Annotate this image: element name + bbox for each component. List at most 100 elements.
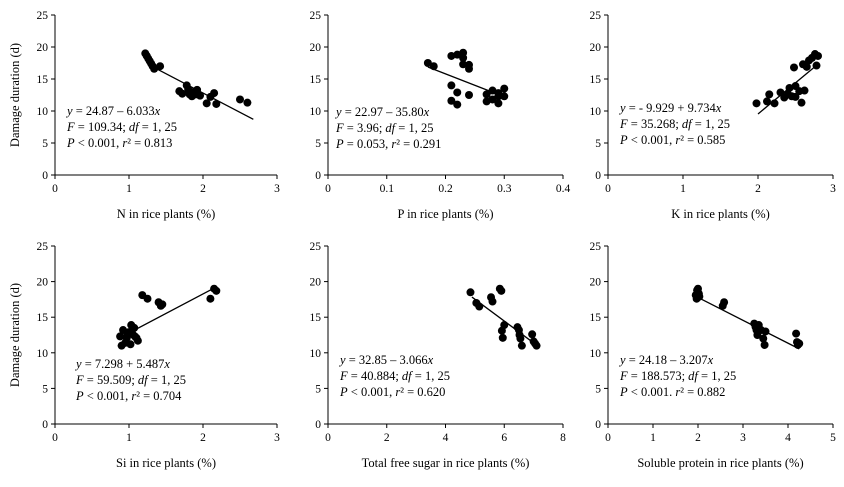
data-point bbox=[156, 62, 165, 71]
regression-line bbox=[695, 295, 800, 350]
y-tick-label: 20 bbox=[310, 42, 322, 54]
y-tick-label: 0 bbox=[595, 170, 601, 182]
data-point bbox=[494, 89, 503, 98]
scatter-panel-4: 0 5 10 15 20 25 0 1 2 3 Si in rice plants (%) Damag… bbox=[8, 241, 280, 470]
scatter-panel-5: 0 5 10 15 20 25 0 2 4 6 8 Total free sugar in rice … bbox=[310, 241, 567, 470]
y-tick-label: 0 bbox=[42, 419, 48, 431]
x-axis-label: Si in rice plants (%) bbox=[116, 456, 216, 470]
data-point bbox=[770, 99, 779, 108]
scatter-panel-2: 0 5 10 15 20 25 0 0.1 0.2 0.3 0.4 P in rice plants … bbox=[310, 10, 571, 221]
regression-annotation: P < 0.001. r² = 0.882 bbox=[619, 385, 725, 399]
y-tick-label: 5 bbox=[315, 383, 321, 395]
data-point bbox=[243, 98, 252, 107]
x-tick-label: 2 bbox=[384, 432, 390, 444]
regression-annotation: y = 22.97 – 35.80x bbox=[334, 105, 430, 119]
data-point bbox=[475, 302, 484, 311]
data-point bbox=[488, 95, 497, 104]
data-point bbox=[423, 59, 432, 67]
data-point bbox=[143, 294, 152, 303]
data-point bbox=[812, 61, 821, 70]
data-point bbox=[453, 100, 462, 109]
regression-line bbox=[757, 66, 815, 115]
regression-annotation: y = 7.298 + 5.487x bbox=[74, 357, 170, 371]
y-tick-label: 20 bbox=[590, 42, 602, 54]
regression-annotation: y = 24.18 – 3.207x bbox=[618, 353, 714, 367]
y-tick-label: 15 bbox=[310, 312, 322, 324]
x-tick-label: 0 bbox=[325, 183, 331, 195]
data-point bbox=[126, 340, 135, 349]
data-point bbox=[497, 286, 506, 295]
x-tick-label: 0 bbox=[605, 183, 611, 195]
data-point bbox=[116, 332, 125, 341]
data-point bbox=[178, 89, 187, 98]
data-point bbox=[236, 95, 244, 104]
y-axis-label: Damage duration (d) bbox=[8, 283, 22, 387]
x-tick-label: 0 bbox=[605, 432, 611, 444]
data-point bbox=[785, 83, 794, 92]
data-point bbox=[488, 297, 497, 306]
regression-annotation: y = - 9.929 + 9.734x bbox=[618, 101, 722, 115]
y-tick-label: 15 bbox=[310, 74, 322, 86]
y-tick-label: 25 bbox=[310, 10, 322, 22]
x-tick-label: 4 bbox=[785, 432, 791, 444]
data-point bbox=[500, 84, 509, 93]
y-tick-label: 0 bbox=[595, 419, 601, 431]
x-tick-label: 3 bbox=[740, 432, 746, 444]
data-point bbox=[498, 333, 507, 342]
data-point bbox=[459, 60, 468, 69]
data-point bbox=[791, 92, 800, 101]
data-point bbox=[130, 323, 139, 332]
y-tick-label: 10 bbox=[590, 106, 602, 118]
y-tick-label: 5 bbox=[315, 138, 321, 150]
data-point bbox=[212, 286, 221, 295]
y-tick-label: 15 bbox=[590, 312, 602, 324]
data-point bbox=[760, 340, 769, 349]
data-point bbox=[532, 341, 541, 350]
y-tick-label: 0 bbox=[315, 419, 321, 431]
data-point bbox=[800, 86, 809, 95]
data-point bbox=[797, 98, 806, 107]
y-tick-label: 10 bbox=[310, 348, 322, 360]
data-point bbox=[516, 334, 525, 343]
x-tick-label: 2 bbox=[200, 432, 206, 444]
x-tick-label: 0 bbox=[325, 432, 331, 444]
data-point bbox=[500, 92, 509, 101]
data-point bbox=[158, 300, 167, 309]
data-point bbox=[482, 90, 491, 99]
data-point bbox=[466, 288, 475, 297]
y-tick-label: 10 bbox=[37, 106, 49, 118]
y-tick-label: 10 bbox=[310, 106, 322, 118]
data-point bbox=[517, 341, 526, 350]
y-tick-label: 25 bbox=[590, 10, 602, 22]
data-point bbox=[752, 99, 761, 108]
x-tick-label: 1 bbox=[680, 183, 686, 195]
data-point bbox=[447, 81, 456, 90]
regression-annotation: P < 0.001, r² = 0.585 bbox=[619, 133, 725, 147]
x-tick-label: 0 bbox=[52, 432, 58, 444]
data-point bbox=[494, 99, 503, 108]
data-point bbox=[212, 99, 221, 108]
data-point bbox=[196, 91, 205, 100]
x-tick-label: 0.3 bbox=[497, 183, 512, 195]
y-tick-label: 10 bbox=[37, 348, 49, 360]
x-tick-label: 8 bbox=[560, 432, 566, 444]
regression-annotation: F = 188.573; df = 1, 25 bbox=[619, 369, 736, 383]
y-tick-label: 25 bbox=[37, 241, 49, 253]
regression-annotation: F = 59.509; df = 1, 25 bbox=[75, 373, 186, 387]
data-point bbox=[429, 62, 438, 71]
scatter-panel-1: 0 5 10 15 20 25 0 1 2 3 N in rice plants (%) Damage… bbox=[8, 10, 280, 221]
data-point bbox=[790, 63, 798, 72]
x-tick-label: 3 bbox=[274, 183, 280, 195]
x-axis-label: Soluble protein in rice plants (%) bbox=[637, 456, 803, 470]
x-tick-label: 0 bbox=[52, 183, 58, 195]
regression-annotation: P = 0.053, r² = 0.291 bbox=[335, 137, 441, 151]
y-tick-label: 5 bbox=[42, 383, 48, 395]
data-point bbox=[763, 97, 771, 106]
regression-annotation: F = 3.96; df = 1, 25 bbox=[335, 121, 433, 135]
regression-annotation: P < 0.001, r² = 0.620 bbox=[339, 385, 445, 399]
y-tick-label: 20 bbox=[310, 277, 322, 289]
regression-annotation: P < 0.001, r² = 0.813 bbox=[66, 136, 172, 150]
x-axis-label: Total free sugar in rice plants (%) bbox=[362, 456, 530, 470]
x-tick-label: 0.2 bbox=[438, 183, 453, 195]
y-tick-label: 15 bbox=[590, 74, 602, 86]
